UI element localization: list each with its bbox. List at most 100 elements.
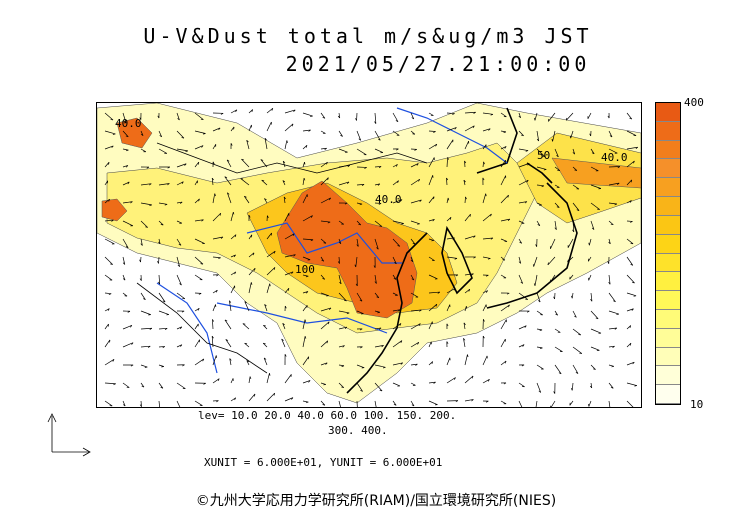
wind-arrow	[176, 163, 187, 168]
wind-arrow-head	[464, 160, 467, 164]
wind-arrow-head	[218, 257, 221, 260]
wind-arrow	[338, 364, 345, 367]
wind-arrow	[518, 112, 521, 118]
wind-arrow-head	[473, 256, 476, 259]
wind-arrow	[140, 310, 151, 315]
wind-arrow	[338, 220, 344, 225]
wind-arrow-head	[574, 315, 577, 318]
wind-arrow-head	[565, 117, 568, 121]
wind-arrow-head	[263, 324, 266, 327]
wind-arrow	[302, 319, 306, 330]
wind-arrow	[536, 184, 544, 187]
wind-arrow	[260, 159, 268, 168]
wind-arrow-head	[506, 292, 510, 295]
wind-arrow	[122, 238, 129, 248]
wind-arrow	[482, 378, 490, 384]
wind-arrow-head	[553, 391, 556, 394]
wind-arrow	[194, 358, 204, 366]
wind-arrow	[356, 400, 358, 407]
wind-arrow	[282, 160, 286, 168]
wind-arrow-head	[162, 346, 165, 349]
wind-arrow	[212, 319, 214, 330]
wind-arrow	[392, 199, 403, 204]
rivers	[156, 107, 508, 374]
wind-arrow	[302, 129, 311, 132]
wind-arrow	[225, 339, 232, 348]
wind-arrow-head	[414, 149, 417, 151]
wind-arrow	[572, 184, 580, 190]
wind-arrow-head	[446, 341, 449, 344]
wind-arrow	[392, 309, 401, 312]
wind-arrow-head	[524, 201, 528, 204]
wind-arrow-head	[591, 227, 595, 230]
wind-arrow	[356, 292, 363, 302]
wind-arrow-head	[108, 198, 110, 202]
wind-arrow	[158, 148, 168, 154]
wind-arrow	[410, 238, 416, 245]
wind-arrow-head	[359, 328, 363, 331]
wind-arrow	[194, 339, 200, 348]
wind-arrow	[158, 327, 168, 330]
wind-arrow	[588, 274, 592, 281]
wind-arrow	[284, 374, 292, 384]
wind-arrow-head	[393, 278, 397, 280]
wind-arrow	[554, 184, 560, 188]
wind-arrow-head	[160, 224, 164, 226]
wind-arrow-head	[629, 117, 632, 120]
wind-arrow-head	[179, 326, 183, 330]
copyright: ©九州大学応用力学研究所(RIAM)/国立環境研究所(NIES)	[195, 493, 557, 509]
colorbar-band	[656, 328, 680, 348]
wind-arrow	[572, 328, 581, 336]
wind-arrow-head	[233, 254, 236, 258]
wind-arrow-head	[146, 166, 150, 169]
wind-arrow-head	[556, 206, 560, 208]
wind-arrow	[338, 400, 341, 407]
wind-arrow-head	[254, 268, 256, 271]
wind-arrow	[284, 213, 290, 222]
wind-arrow-head	[556, 155, 559, 158]
wind-arrow	[338, 256, 340, 264]
wind-arrow-head	[447, 197, 450, 201]
wind-arrow	[590, 346, 600, 351]
wind-arrow-head	[518, 115, 521, 119]
wind-arrow	[463, 322, 466, 330]
wind-arrow-head	[452, 113, 455, 115]
wind-arrow-head	[127, 310, 131, 313]
wind-arrow	[140, 400, 142, 407]
wind-arrow-head	[224, 319, 228, 322]
wind-arrow	[590, 310, 599, 319]
wind-arrow	[230, 378, 234, 384]
wind-arrow	[356, 364, 365, 368]
wind-arrow	[428, 291, 440, 294]
wind-arrow-head	[463, 322, 466, 326]
wind-arrow	[158, 220, 164, 226]
wind-arrow-head	[400, 362, 404, 365]
wind-arrow-head	[149, 327, 153, 330]
south-border	[136, 282, 268, 374]
wind-arrow-head	[164, 204, 168, 206]
wind-arrow	[590, 382, 593, 389]
wind-arrow-head	[374, 121, 377, 124]
wind-arrow	[392, 164, 398, 168]
wind-arrow-head	[378, 327, 382, 330]
wind-arrow-head	[269, 373, 271, 376]
wind-arrow	[230, 109, 238, 114]
wind-arrow	[608, 327, 617, 330]
wind-arrow	[554, 166, 561, 171]
wind-arrow	[500, 218, 510, 222]
wind-arrow	[446, 112, 455, 114]
wind-arrow-head	[608, 282, 611, 285]
wind-arrow-head	[182, 364, 185, 367]
wind-arrow	[194, 161, 200, 168]
wind-arrow-head	[574, 169, 577, 171]
colorbar-band	[656, 366, 680, 386]
wind-arrow-head	[490, 237, 494, 240]
wind-arrow-head	[437, 291, 441, 294]
wind-arrow-head	[180, 344, 183, 347]
wind-arrow	[158, 183, 170, 186]
wind-arrow-head	[337, 115, 341, 119]
wind-arrow	[374, 130, 381, 141]
wind-arrow	[266, 373, 270, 384]
wind-arrow	[446, 177, 448, 186]
colorbar-band	[656, 178, 680, 198]
